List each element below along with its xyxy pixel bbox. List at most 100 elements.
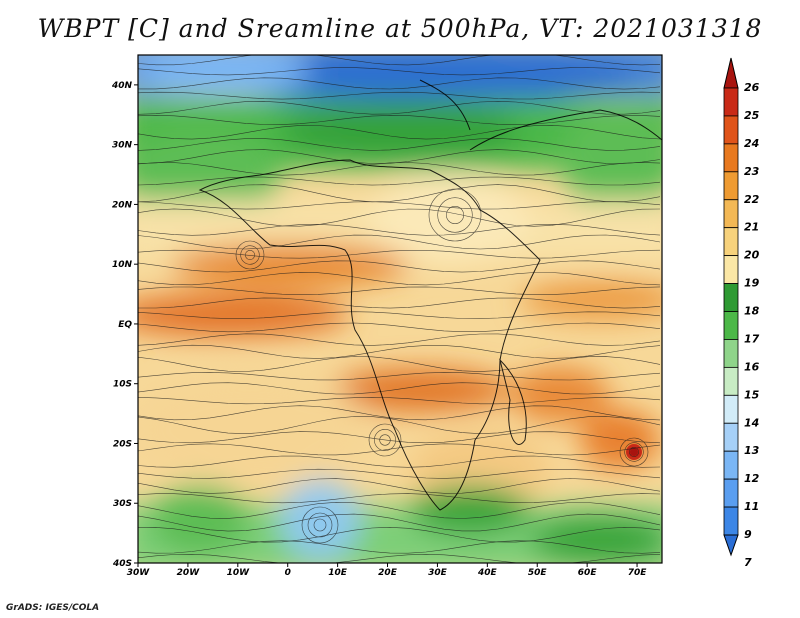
- streamline-swirl: [235, 240, 265, 270]
- lat-label: 40S: [112, 559, 132, 569]
- lon-label: 20W: [177, 568, 201, 578]
- colorbar-label: 7: [744, 556, 752, 569]
- streamline: [138, 356, 661, 372]
- lon-label: 70E: [628, 568, 648, 578]
- streamline: [138, 124, 661, 140]
- streamline: [138, 553, 661, 563]
- latitude-axis: 40N 30N 20N 10N EQ 10S 20S 30S 40S: [111, 81, 138, 569]
- colorbar-label: 22: [744, 193, 760, 206]
- streamline: [138, 272, 661, 286]
- streamline: [138, 114, 661, 126]
- colorbar-label: 11: [744, 500, 759, 513]
- colorbar-max-arrow: [723, 57, 739, 89]
- streamline: [138, 176, 661, 186]
- streamline: [138, 455, 661, 468]
- lon-label: 60E: [578, 568, 598, 578]
- colorbar-box: [723, 227, 739, 257]
- lat-label: EQ: [118, 320, 132, 330]
- streamline: [138, 513, 661, 532]
- colorbar-box: [723, 171, 739, 201]
- colorbar-box: [723, 339, 739, 368]
- streamline-swirl: [428, 188, 482, 242]
- streamline: [138, 184, 661, 203]
- colorbar-box: [723, 87, 739, 117]
- streamline: [138, 223, 661, 236]
- colorbar-label: 13: [744, 444, 760, 457]
- colorbar: 26 25 24 23 22 21 20 19 18 17 16 15 14 13 12 11 9 7: [723, 57, 760, 569]
- streamline: [138, 540, 661, 554]
- streamline: [138, 91, 661, 100]
- colorbar-label: 23: [744, 165, 760, 178]
- streamline: [138, 55, 661, 66]
- colorbar-label: 18: [744, 305, 760, 318]
- streamline-swirl: [240, 245, 260, 265]
- lon-label: 30E: [428, 568, 448, 578]
- streamline: [138, 382, 661, 395]
- colorbar-box: [723, 143, 739, 173]
- colorbar-box: [723, 506, 739, 536]
- streamline: [138, 260, 661, 273]
- lat-label: 10S: [113, 380, 132, 390]
- streamline-swirl: [245, 250, 255, 260]
- streamline: [138, 443, 661, 456]
- streamline-swirl: [446, 206, 464, 224]
- wbpt-field: [138, 55, 662, 563]
- streamline-swirl: [619, 437, 649, 467]
- streamline: [138, 526, 661, 543]
- streamline: [138, 468, 661, 479]
- streamline-swirl: [301, 506, 339, 544]
- colorbar-label: 14: [744, 416, 759, 429]
- streamline-swirl: [307, 512, 333, 538]
- streamline: [138, 149, 661, 164]
- lat-label: 30S: [113, 499, 132, 509]
- colorbar-label: 26: [744, 81, 760, 94]
- colorbar-box: [723, 255, 739, 284]
- longitude-axis: 30W 20W 10W 0 10E 20E 30E 40E 50E 60E 70E: [127, 563, 647, 578]
- grads-credit: GrADS: IGES/COLA: [6, 603, 100, 613]
- colorbar-box: [723, 283, 739, 312]
- streamline: [138, 333, 661, 346]
- streamline: [138, 297, 661, 309]
- streamline: [138, 311, 661, 319]
- streamline: [138, 322, 661, 333]
- map-frame: [137, 54, 663, 564]
- lat-label: 30N: [112, 141, 133, 151]
- streamline: [138, 372, 661, 381]
- colorbar-box: [723, 450, 739, 480]
- streamline: [138, 234, 661, 250]
- lat-label: 20N: [112, 200, 133, 210]
- streamline-swirl: [437, 197, 473, 233]
- streamline: [138, 100, 661, 115]
- streamline: [138, 208, 661, 227]
- colorbar-label: 25: [744, 109, 760, 122]
- colorbar-label: 16: [744, 360, 760, 373]
- streamline-swirl: [368, 423, 402, 457]
- streamline: [138, 201, 661, 210]
- streamline-swirl: [374, 429, 396, 451]
- streamline: [138, 344, 661, 359]
- colorbar-box: [723, 478, 739, 508]
- lon-label: 10W: [227, 568, 251, 578]
- lat-label: 20S: [113, 439, 132, 449]
- streamline: [138, 431, 661, 444]
- streamline-swirl: [379, 434, 391, 446]
- colorbar-min-arrow: [723, 534, 739, 557]
- lon-label: 20E: [378, 568, 398, 578]
- colorbar-label: 20: [744, 249, 760, 262]
- streamline: [138, 249, 661, 259]
- colorbar-label: 12: [744, 472, 760, 485]
- colorbar-label: 21: [744, 221, 759, 234]
- colorbar-box: [723, 366, 739, 396]
- streamline-swirl: [624, 442, 644, 462]
- colorbar-box: [723, 311, 739, 340]
- colorbar-box: [723, 394, 739, 424]
- map-title: WBPT [C] and Sreamline at 500hPa, VT: 20…: [37, 14, 763, 43]
- colorbar-label: 15: [744, 388, 760, 401]
- colorbar-box: [723, 199, 739, 229]
- streamline: [138, 286, 661, 296]
- lat-label: 40N: [111, 81, 133, 91]
- colorbar-box: [723, 422, 739, 452]
- streamline: [138, 67, 661, 76]
- streamline: [138, 396, 661, 405]
- lat-label: 10N: [112, 260, 133, 270]
